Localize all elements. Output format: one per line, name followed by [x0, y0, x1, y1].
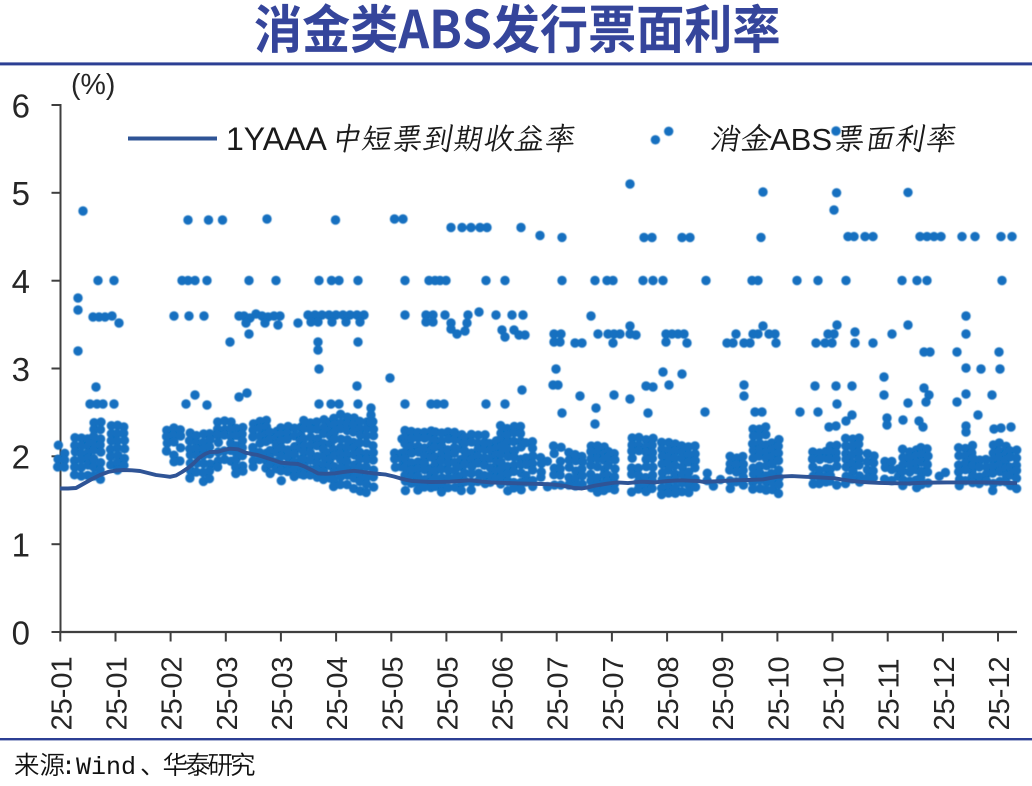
svg-text:25-05: 25-05: [432, 656, 464, 730]
svg-text:25-06: 25-06: [488, 656, 520, 730]
svg-text:25-01: 25-01: [46, 656, 78, 730]
svg-text:25-12: 25-12: [929, 656, 961, 730]
svg-text:4: 4: [12, 263, 30, 300]
svg-text:25-04: 25-04: [322, 656, 354, 730]
svg-text:25-08: 25-08: [653, 656, 685, 730]
svg-text:25-07: 25-07: [543, 656, 575, 730]
svg-text:25-07: 25-07: [598, 656, 630, 730]
svg-text:25-10: 25-10: [763, 656, 795, 730]
svg-text:1YAAA: 1YAAA: [226, 121, 327, 157]
svg-text:ABS: ABS: [770, 122, 832, 157]
svg-text:25-05: 25-05: [377, 656, 409, 730]
svg-text:25-01: 25-01: [102, 656, 134, 730]
svg-text::Wind: :Wind: [61, 753, 136, 782]
svg-text:3: 3: [12, 351, 30, 388]
svg-text:25-03: 25-03: [212, 656, 244, 730]
svg-text:(%): (%): [71, 69, 115, 101]
svg-text:1: 1: [12, 527, 30, 564]
svg-text:5: 5: [12, 175, 30, 212]
svg-text:25-09: 25-09: [708, 656, 740, 730]
svg-text:6: 6: [12, 87, 30, 124]
svg-text:25-03: 25-03: [267, 656, 299, 730]
svg-text:25-02: 25-02: [157, 656, 189, 730]
svg-text:0: 0: [12, 614, 30, 651]
svg-text:25-12: 25-12: [984, 656, 1016, 730]
svg-text:25-10: 25-10: [819, 656, 851, 730]
svg-text:25-11: 25-11: [874, 658, 906, 730]
svg-text:2: 2: [12, 439, 30, 476]
